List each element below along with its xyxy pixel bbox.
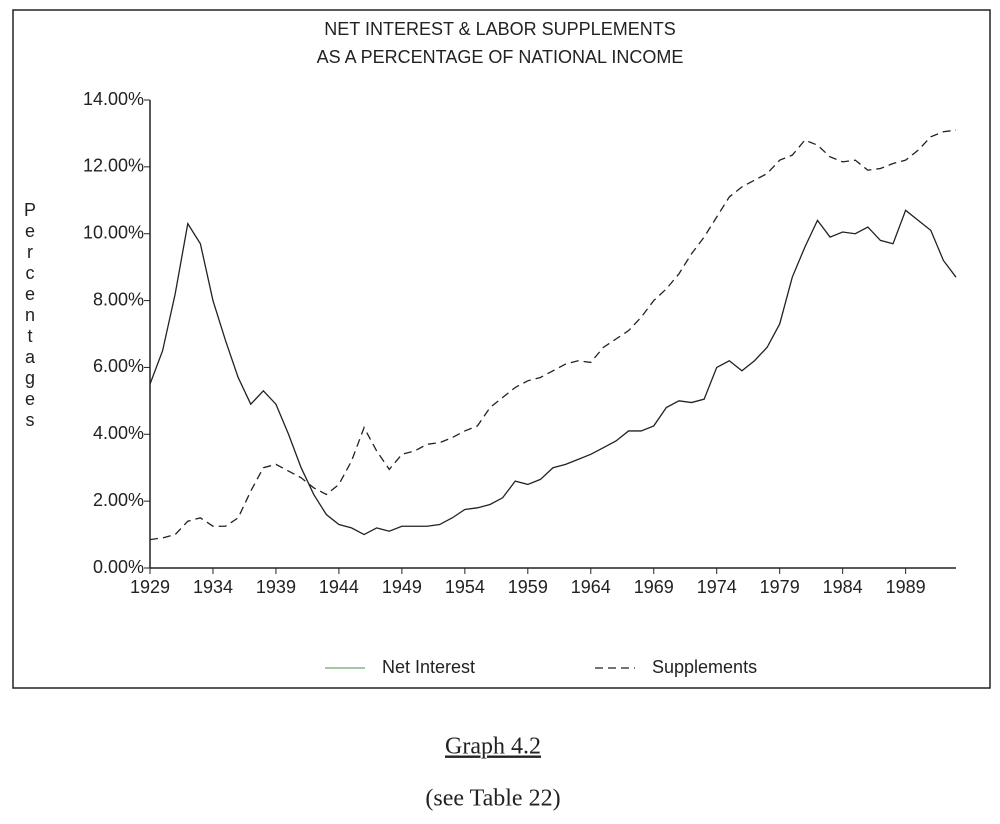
x-tick-label: 1974 [697,577,737,597]
x-tick-label: 1959 [508,577,548,597]
x-tick-label: 1989 [886,577,926,597]
y-tick-label: 6.00% [93,356,144,376]
legend-label: Net Interest [382,657,475,677]
caption: Graph 4.2 [445,734,541,760]
legend-label: Supplements [652,657,757,677]
x-tick-label: 1944 [319,577,359,597]
x-tick-label: 1954 [445,577,485,597]
y-tick-label: 8.00% [93,289,144,309]
y-axis-label: Percentages [20,200,40,431]
y-tick-label: 0.00% [93,557,144,577]
x-tick-label: 1949 [382,577,422,597]
y-tick-label: 10.00% [83,222,144,242]
x-tick-label: 1969 [634,577,674,597]
line-series [149,209,957,536]
y-tick-label: 14.00% [83,89,144,109]
x-tick-label: 1934 [193,577,233,597]
x-tick-label: 1964 [571,577,611,597]
y-tick-label: 4.00% [93,423,144,443]
chart-frame [12,9,991,689]
x-tick-label: 1984 [823,577,863,597]
x-tick-label: 1929 [130,577,170,597]
chart-title: NET INTEREST & LABOR SUPPLEMENTS [324,19,675,39]
line-series [149,129,957,541]
y-tick-label: 12.00% [83,156,144,176]
x-tick-label: 1979 [760,577,800,597]
x-tick-label: 1939 [256,577,296,597]
y-tick-label: 2.00% [93,490,144,510]
note: (see Table 22) [425,786,560,812]
chart-title: AS A PERCENTAGE OF NATIONAL INCOME [317,47,684,67]
